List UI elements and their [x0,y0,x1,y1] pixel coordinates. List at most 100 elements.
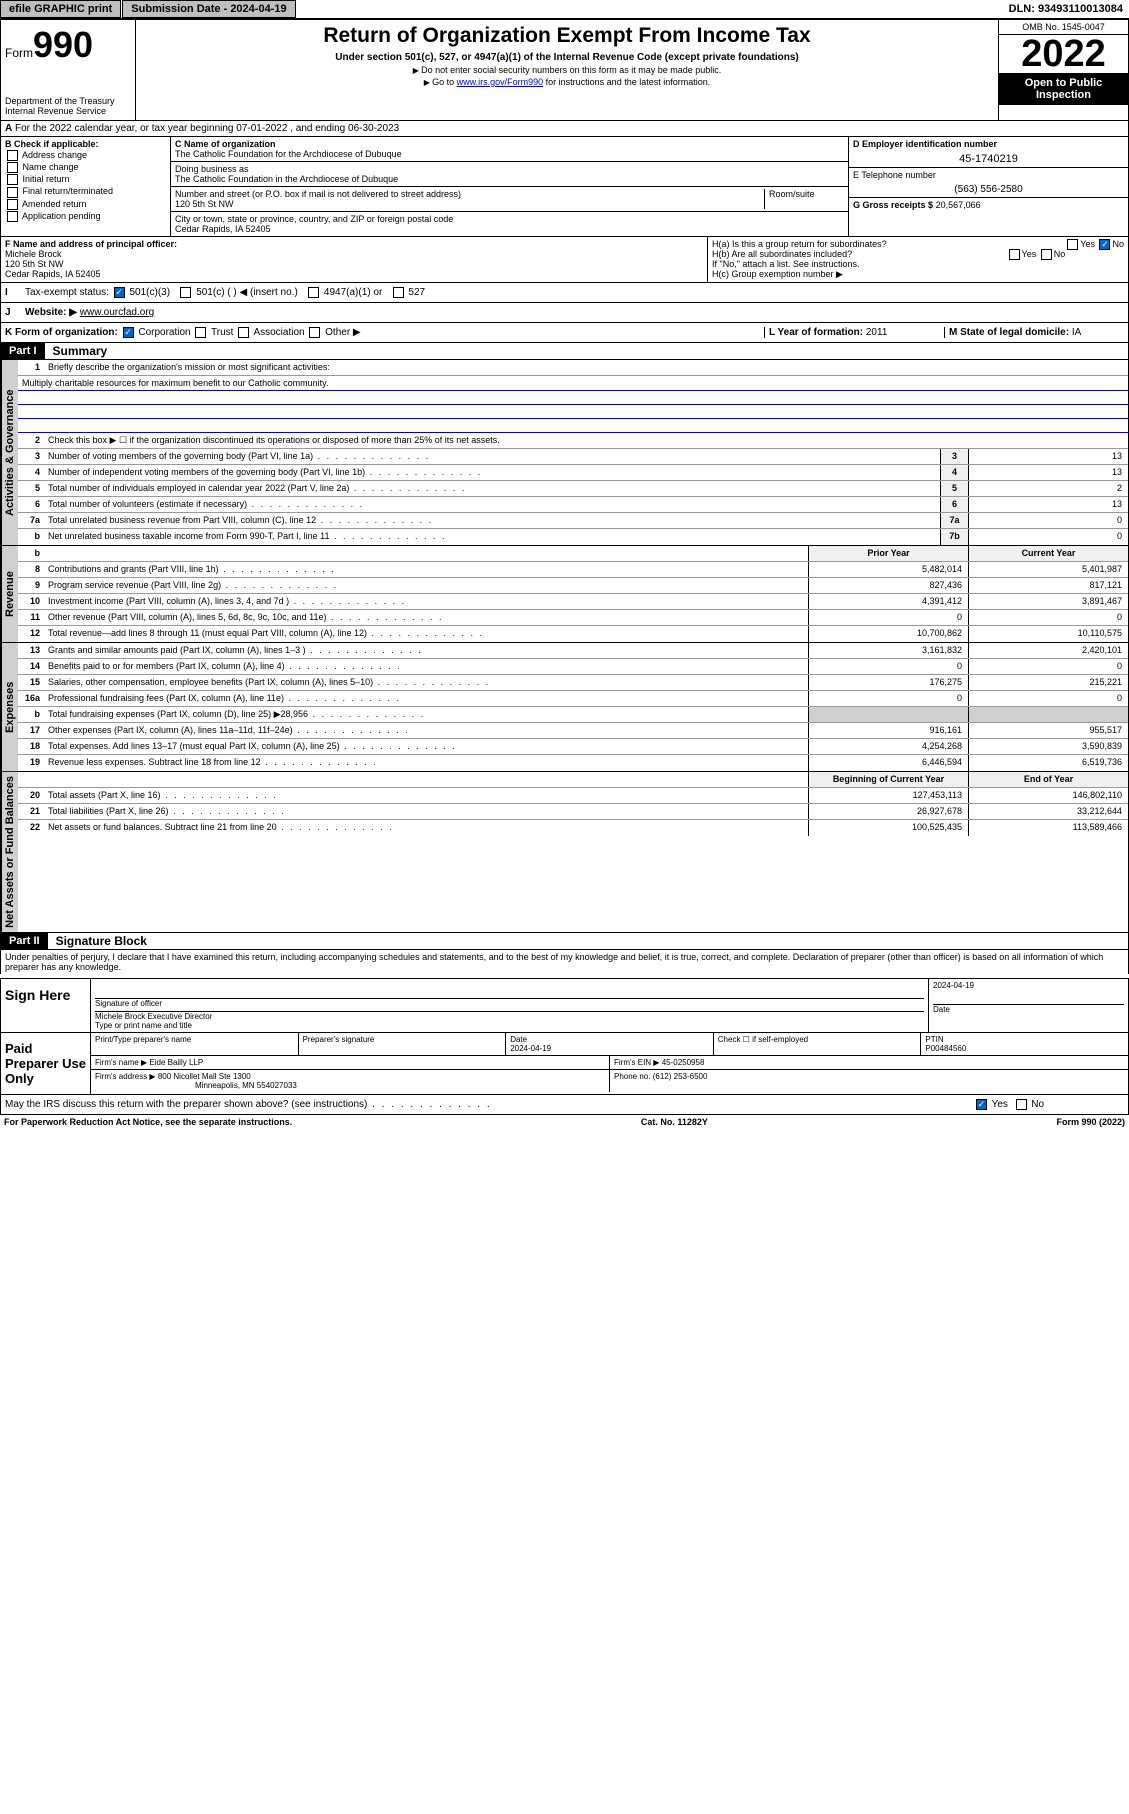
form-title: Return of Organization Exempt From Incom… [140,24,994,48]
dln: DLN: 93493110013084 [1003,1,1129,17]
may-irs-yes[interactable] [976,1099,987,1110]
table-row: 22Net assets or fund balances. Subtract … [18,820,1128,836]
table-row: 20Total assets (Part X, line 16)127,453,… [18,788,1128,804]
dept-label: Department of the Treasury [5,96,131,106]
row-BCDEG: B Check if applicable: Address change Na… [0,137,1129,237]
hc: H(c) Group exemption number ▶ [712,269,1124,280]
ssn-hint: Do not enter social security numbers on … [140,65,994,75]
table-row: 5Total number of individuals employed in… [18,481,1128,497]
paid-preparer-label: Paid Preparer Use Only [1,1033,91,1094]
chk-501c[interactable] [180,287,191,298]
state-domicile: IA [1072,327,1081,338]
chk-4947[interactable] [308,287,319,298]
prior-year-header: Prior Year [808,546,968,561]
table-row: 6Total number of volunteers (estimate if… [18,497,1128,513]
col-H: H(a) Is this a group return for subordin… [708,237,1128,282]
sig-date-value: 2024-04-19 [933,981,1124,990]
goto-hint: Go to www.irs.gov/Form990 for instructio… [140,77,994,87]
sidebar-netassets: Net Assets or Fund Balances [1,772,18,932]
chk-527[interactable] [393,287,404,298]
row-J: J Website: ▶ www.ourcfad.org [0,303,1129,323]
firm-name: Eide Bailly LLP [149,1058,203,1067]
may-irs-text: May the IRS discuss this return with the… [5,1099,974,1110]
form-footer: Form 990 (2022) [1056,1117,1125,1127]
part2-header-row: Part II Signature Block [0,933,1129,950]
col-B: B Check if applicable: Address change Na… [1,137,171,236]
org-address: 120 5th St NW [175,199,764,209]
penalty-text: Under penalties of perjury, I declare th… [0,950,1129,974]
table-row: bNet unrelated business taxable income f… [18,529,1128,545]
table-row: 14Benefits paid to or for members (Part … [18,659,1128,675]
prep-name-label: Print/Type preparer's name [91,1033,299,1055]
ha-yes[interactable] [1067,239,1078,250]
org-name: The Catholic Foundation for the Archdioc… [175,149,844,159]
ha-no[interactable] [1099,239,1110,250]
chk-501c3[interactable] [114,287,125,298]
irs-label: Internal Revenue Service [5,106,131,116]
irs-link[interactable]: www.irs.gov/Form990 [457,77,544,87]
table-row: 3Number of voting members of the governi… [18,449,1128,465]
firm-ein: 45-0250958 [662,1058,705,1067]
may-irs-row: May the IRS discuss this return with the… [0,1095,1129,1115]
table-row: 11Other revenue (Part VIII, column (A), … [18,610,1128,626]
tax-year: 2022 [999,35,1128,73]
table-row: 21Total liabilities (Part X, line 26)26,… [18,804,1128,820]
table-row: 7aTotal unrelated business revenue from … [18,513,1128,529]
chk-name-change[interactable]: Name change [5,162,166,173]
row-A: A For the 2022 calendar year, or tax yea… [0,121,1129,137]
chk-other[interactable] [309,327,320,338]
firm-addr: 800 Nicollet Mall Ste 1300 [158,1072,251,1081]
section-netassets: Net Assets or Fund Balances Beginning of… [0,772,1129,933]
table-row: 8Contributions and grants (Part VIII, li… [18,562,1128,578]
chk-trust[interactable] [195,327,206,338]
row-KLM: K Form of organization: Corporation Trus… [0,323,1129,343]
chk-application-pending[interactable]: Application pending [5,211,166,222]
officer-addr: 120 5th St NW [5,259,703,269]
officer-city: Cedar Rapids, IA 52405 [5,269,703,279]
part2-header: Part II [1,933,48,949]
hb-yes[interactable] [1009,249,1020,260]
part1-title: Summary [53,344,108,358]
l1-text: Briefly describe the organization's miss… [44,360,1128,375]
chk-address-change[interactable]: Address change [5,150,166,161]
sidebar-governance: Activities & Governance [1,360,18,545]
hb-note: If "No," attach a list. See instructions… [712,259,1124,269]
may-irs-no[interactable] [1016,1099,1027,1110]
sidebar-revenue: Revenue [1,546,18,642]
table-row: 13Grants and similar amounts paid (Part … [18,643,1128,659]
current-year-header: Current Year [968,546,1128,561]
date-label: Date [933,1004,1124,1014]
col-DE: D Employer identification number 45-1740… [848,137,1128,236]
col-F: F Name and address of principal officer:… [1,237,708,282]
form-subtitle: Under section 501(c), 527, or 4947(a)(1)… [140,52,994,63]
efile-btn[interactable]: efile GRAPHIC print [0,0,121,18]
mission: Multiply charitable resources for maximu… [18,376,1128,391]
website[interactable]: www.ourcfad.org [80,307,154,318]
submission-date-btn[interactable]: Submission Date - 2024-04-19 [122,0,295,18]
chk-association[interactable] [238,327,249,338]
table-row: 12Total revenue—add lines 8 through 11 (… [18,626,1128,642]
row-I: I Tax-exempt status: 501(c)(3) 501(c) ( … [0,283,1129,303]
ein: 45-1740219 [853,153,1124,165]
chk-initial-return[interactable]: Initial return [5,174,166,185]
chk-final-return[interactable]: Final return/terminated [5,186,166,197]
section-revenue: Revenue b Prior Year Current Year 8Contr… [0,546,1129,643]
officer-name: Michele Brock [5,249,703,259]
tax-year-range: For the 2022 calendar year, or tax year … [15,123,399,134]
part2-title: Signature Block [56,934,147,948]
org-city: Cedar Rapids, IA 52405 [175,224,844,234]
chk-corporation[interactable] [123,327,134,338]
open-to-public: Open to Public Inspection [999,73,1128,105]
row-FH: F Name and address of principal officer:… [0,237,1129,283]
table-row: 18Total expenses. Add lines 13–17 (must … [18,739,1128,755]
hb-no[interactable] [1041,249,1052,260]
sidebar-expenses: Expenses [1,643,18,771]
phone: (563) 556-2580 [853,184,1124,195]
type-print-label: Type or print name and title [95,1021,924,1030]
table-row: 15Salaries, other compensation, employee… [18,675,1128,691]
sign-here-label: Sign Here [1,979,91,1032]
form-header: Form990 Department of the Treasury Inter… [0,19,1129,121]
section-expenses: Expenses 13Grants and similar amounts pa… [0,643,1129,772]
chk-amended-return[interactable]: Amended return [5,199,166,210]
check-self-employed[interactable]: Check ☐ if self-employed [714,1033,922,1055]
